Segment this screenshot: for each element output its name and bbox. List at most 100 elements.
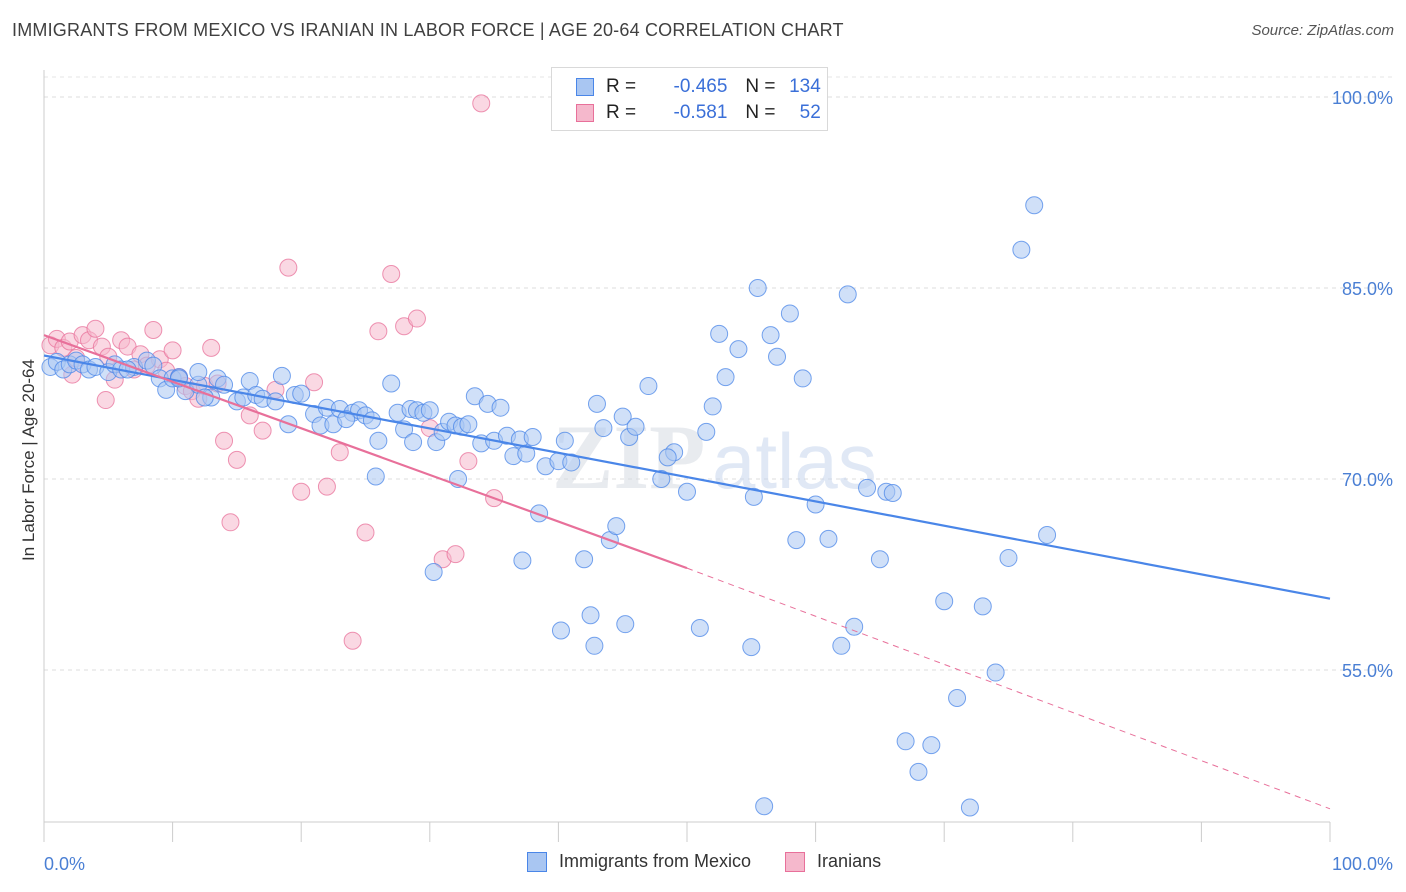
- n-label: N =: [745, 102, 776, 123]
- iranian-point: [279, 258, 298, 277]
- trend-lines: [43, 334, 1331, 810]
- mexico-point: [710, 324, 729, 343]
- legend-row-mexico: R = -0.465 N = 134: [576, 75, 821, 99]
- mexico-point: [1025, 196, 1044, 215]
- iranian-point: [317, 477, 336, 496]
- mexico-point: [690, 618, 709, 637]
- mexico-point: [768, 347, 787, 366]
- iranian-point: [253, 421, 272, 440]
- mexico-point: [459, 415, 478, 434]
- mexico-point: [382, 374, 401, 393]
- r-value: -0.581: [673, 102, 728, 123]
- n-value: 52: [799, 102, 821, 123]
- mexico-point: [594, 419, 613, 438]
- mexico-point: [585, 636, 604, 655]
- mexico-point: [362, 411, 381, 430]
- mexico-point: [337, 410, 356, 429]
- mexico-point: [922, 736, 941, 755]
- mexico-point: [793, 369, 812, 388]
- mexico-point: [697, 422, 716, 441]
- mexico-point: [1038, 526, 1057, 545]
- svg-text:atlas: atlas: [712, 417, 877, 505]
- iranian-trend-extension: [686, 567, 1331, 810]
- mexico-point: [551, 621, 570, 640]
- mexico-point: [513, 551, 532, 570]
- mexico-point: [838, 285, 857, 304]
- y-tick-label: 100.0%: [1332, 88, 1393, 108]
- iranian-trend-line: [43, 334, 688, 570]
- mexico-point: [819, 529, 838, 548]
- r-value: -0.465: [673, 76, 728, 97]
- legend-label-mexico: Immigrants from Mexico: [559, 851, 752, 871]
- mexico-point: [748, 279, 767, 297]
- mexico-point: [581, 606, 600, 625]
- mexico-point: [404, 433, 423, 452]
- iranian-point: [292, 482, 311, 501]
- mexico-point: [742, 638, 761, 657]
- iranian-point: [459, 452, 478, 471]
- mexico-point: [716, 368, 735, 387]
- legend-item-iranian: Iranians: [785, 851, 881, 872]
- mexico-point: [562, 453, 581, 472]
- x-tick-label: 0.0%: [44, 854, 85, 874]
- iranian-point: [221, 513, 240, 532]
- mexico-point: [845, 617, 864, 636]
- y-tick-label: 85.0%: [1342, 279, 1393, 299]
- iranian-point: [369, 322, 388, 341]
- iranian-point: [472, 94, 491, 113]
- mexico-point: [626, 417, 645, 436]
- mexico-point: [896, 732, 915, 751]
- source-label: Source: ZipAtlas.com: [1251, 22, 1394, 39]
- n-label: N =: [745, 76, 776, 97]
- mexico-point: [575, 550, 594, 569]
- series-legend: Immigrants from Mexico Iranians: [527, 851, 915, 872]
- mexico-point: [973, 597, 992, 616]
- iranian-swatch: [785, 851, 806, 872]
- mexico-swatch: [527, 851, 547, 872]
- mexico-point: [986, 663, 1005, 682]
- chart-title: IMMIGRANTS FROM MEXICO VS IRANIAN IN LAB…: [12, 20, 844, 40]
- mexico-point: [607, 517, 626, 536]
- mexico-point: [870, 550, 889, 569]
- mexico-point: [366, 467, 385, 486]
- mexico-point: [999, 548, 1018, 567]
- mexico-point: [806, 495, 825, 514]
- iranian-point: [227, 450, 246, 469]
- mexico-point: [369, 431, 388, 450]
- mexico-point: [587, 394, 606, 413]
- mexico-point: [292, 384, 311, 403]
- mexico-point: [832, 636, 851, 655]
- legend-item-mexico: Immigrants from Mexico: [527, 851, 751, 872]
- mexico-point: [420, 401, 439, 420]
- mexico-point: [1012, 240, 1031, 259]
- iranian-point: [446, 545, 465, 564]
- mexico-point: [729, 340, 748, 359]
- y-tick-label: 70.0%: [1342, 470, 1393, 490]
- mexico-point: [616, 615, 635, 634]
- legend-row-iranian: R = -0.581 N = 52: [576, 101, 821, 125]
- mexico-point: [555, 431, 574, 450]
- x-tick-label: 100.0%: [1332, 854, 1393, 874]
- iranian-point: [86, 319, 105, 338]
- iranian-point: [305, 373, 324, 392]
- correlation-legend: R = -0.465 N = 134 R = -0.581 N = 52: [551, 67, 828, 131]
- iranian-point: [382, 264, 401, 283]
- mexico-point: [761, 326, 780, 345]
- axes: 100.0% 85.0% 70.0% 55.0% 0.0% 100.0%: [43, 70, 1393, 874]
- y-axis-label: In Labor Force | Age 20-64: [19, 359, 38, 561]
- mexico-point: [678, 482, 696, 501]
- mexico-point: [639, 377, 658, 396]
- mexico-point: [189, 363, 208, 382]
- iranian-point: [330, 443, 349, 462]
- r-label: R =: [606, 102, 637, 123]
- mexico-point: [652, 470, 671, 488]
- iranian-point: [96, 391, 115, 410]
- mexico-point: [948, 689, 967, 708]
- mexico-point: [935, 592, 954, 611]
- iranian-swatch: [576, 104, 594, 122]
- mexico-point: [491, 398, 510, 417]
- mexico-point: [858, 478, 877, 497]
- mexico-point: [703, 397, 722, 416]
- mexico-swatch: [576, 78, 594, 96]
